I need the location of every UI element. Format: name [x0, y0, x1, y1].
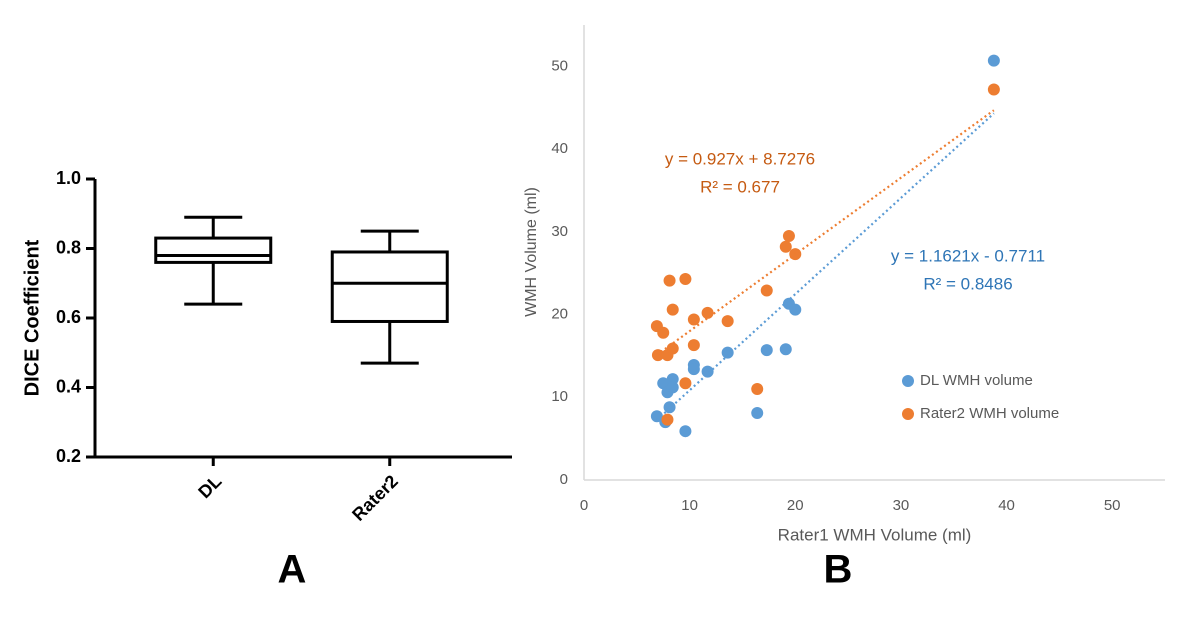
y-axis-title: DICE Coefficient	[21, 239, 43, 396]
trend-r2: R² = 0.8486	[923, 274, 1012, 293]
point	[779, 343, 792, 356]
legend-marker	[902, 408, 914, 420]
point	[760, 284, 773, 297]
y-tick-label: 50	[551, 57, 568, 74]
point	[663, 401, 676, 414]
y-tick-label: 20	[551, 306, 568, 323]
point	[657, 326, 670, 339]
box	[154, 236, 273, 264]
point	[751, 406, 764, 419]
point	[760, 344, 773, 357]
y-tick-label: 10	[551, 388, 568, 405]
point	[721, 346, 734, 359]
x-tick-label: 10	[681, 497, 698, 514]
legend-marker	[902, 375, 914, 387]
y-tick-label: 1.0	[56, 168, 81, 188]
legend-label: DL WMH volume	[920, 372, 1033, 389]
panel-label: A	[278, 548, 307, 592]
x-tick-label: 40	[998, 497, 1015, 514]
legend-label: Rater2 WMH volume	[920, 405, 1059, 422]
y-tick-label: 0.8	[56, 237, 81, 257]
y-tick-label: 0.6	[56, 307, 81, 327]
point	[666, 303, 679, 316]
y-tick-label: 30	[551, 223, 568, 240]
trendline	[656, 112, 995, 421]
point	[687, 363, 700, 376]
y-tick-label: 0.4	[56, 376, 81, 396]
point	[679, 425, 692, 438]
point	[657, 377, 670, 390]
x-axis-title: Rater1 WMH Volume (ml)	[778, 525, 972, 544]
x-tick-label: 50	[1104, 497, 1121, 514]
point	[679, 377, 692, 390]
y-axis-title: WMH Volume (ml)	[523, 187, 540, 317]
panel-label: B	[824, 548, 853, 592]
y-tick-label: 0	[560, 471, 568, 488]
box	[330, 250, 449, 323]
point	[687, 313, 700, 326]
point	[987, 54, 1000, 67]
point	[782, 229, 795, 242]
point	[661, 413, 674, 426]
trend-equation: y = 1.1621x - 0.7711	[891, 246, 1045, 265]
point	[663, 274, 676, 287]
y-tick-label: 0.2	[56, 446, 81, 466]
x-tick-label: 0	[580, 497, 588, 514]
point	[987, 83, 1000, 96]
point	[779, 240, 792, 253]
point	[721, 315, 734, 328]
point	[701, 365, 714, 378]
y-tick-label: 40	[551, 140, 568, 157]
point	[701, 306, 714, 319]
trend-r2: R² = 0.677	[700, 177, 780, 196]
point	[650, 410, 663, 423]
point	[666, 373, 679, 386]
x-tick-label: 30	[893, 497, 910, 514]
point	[679, 272, 692, 285]
x-tick-label: 20	[787, 497, 804, 514]
point	[789, 303, 802, 316]
point	[666, 381, 679, 394]
point	[687, 339, 700, 352]
point	[751, 383, 764, 395]
x-tick-label: DL	[194, 471, 225, 502]
point	[666, 342, 679, 355]
x-tick-label: Rater2	[348, 471, 402, 525]
trend-equation: y = 0.927x + 8.7276	[665, 149, 815, 168]
